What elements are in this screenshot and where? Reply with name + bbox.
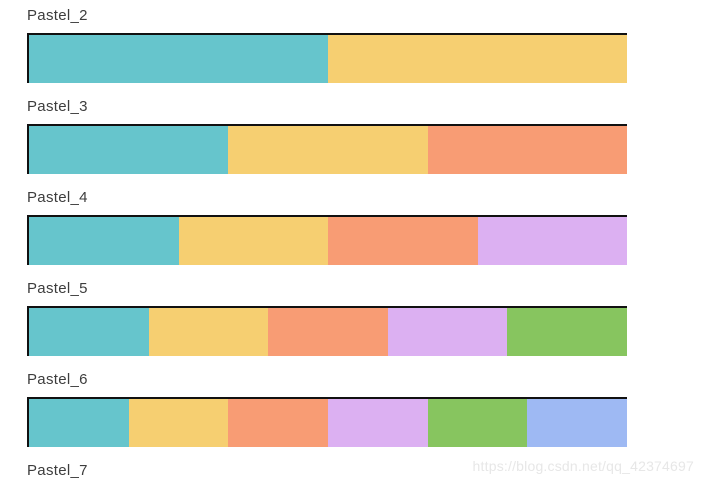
- palette-label: Pastel_4: [27, 189, 88, 206]
- palette-bar: [27, 397, 628, 447]
- palette-swatch: [128, 399, 229, 447]
- palette-swatch: [507, 308, 627, 356]
- palette-row: Pastel_7: [27, 462, 627, 479]
- palette-row: Pastel_6: [27, 371, 628, 447]
- palette-swatch: [328, 217, 478, 265]
- palette-swatch: [29, 217, 179, 265]
- palette-row: Pastel_5: [27, 280, 627, 356]
- palette-swatch: [268, 308, 388, 356]
- palette-swatch: [387, 308, 508, 356]
- palette-swatch: [228, 126, 428, 174]
- palette-swatch: [427, 399, 528, 447]
- watermark: https://blog.csdn.net/qq_42374697: [472, 458, 694, 474]
- palette-swatch: [328, 399, 428, 447]
- palette-swatch: [527, 399, 628, 447]
- palette-row: Pastel_3: [27, 98, 627, 174]
- palette-row: Pastel_4: [27, 189, 627, 265]
- palette-swatch: [29, 308, 149, 356]
- palette-swatch: [427, 126, 627, 174]
- palette-label: Pastel_6: [27, 371, 88, 388]
- palette-swatch: [29, 126, 229, 174]
- palette-bar: [27, 124, 627, 174]
- palette-row: Pastel_2: [27, 7, 627, 83]
- palette-swatch: [328, 35, 627, 83]
- palette-label: Pastel_5: [27, 280, 88, 297]
- palette-label: Pastel_7: [27, 462, 88, 479]
- palette-swatch: [228, 399, 329, 447]
- palette-swatch: [477, 217, 627, 265]
- palette-swatch: [29, 35, 328, 83]
- palette-swatch: [178, 217, 328, 265]
- palette-swatch: [29, 399, 129, 447]
- palette-bar: [27, 306, 627, 356]
- palette-label: Pastel_3: [27, 98, 88, 115]
- palette-label: Pastel_2: [27, 7, 88, 24]
- palette-bar: [27, 33, 627, 83]
- palette-bar: [27, 215, 627, 265]
- palette-swatch: [148, 308, 269, 356]
